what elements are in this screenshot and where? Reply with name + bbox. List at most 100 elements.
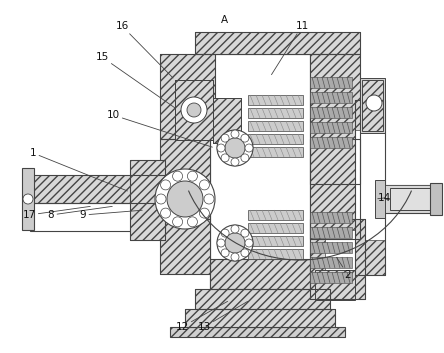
Bar bbox=[248, 134, 303, 144]
Bar bbox=[310, 219, 365, 299]
Bar bbox=[380, 185, 435, 213]
Bar bbox=[210, 259, 310, 289]
Circle shape bbox=[161, 208, 170, 218]
Bar bbox=[195, 32, 360, 54]
Bar bbox=[195, 289, 330, 309]
Circle shape bbox=[167, 181, 203, 217]
Text: 10: 10 bbox=[107, 110, 212, 147]
Text: 13: 13 bbox=[198, 301, 248, 332]
Circle shape bbox=[225, 138, 245, 158]
Circle shape bbox=[241, 229, 249, 237]
Circle shape bbox=[217, 225, 253, 261]
Circle shape bbox=[231, 225, 239, 233]
Bar bbox=[310, 257, 352, 268]
Bar bbox=[22, 168, 34, 230]
Text: 1: 1 bbox=[30, 148, 127, 191]
Text: A: A bbox=[220, 15, 228, 25]
Bar bbox=[362, 80, 383, 131]
Bar bbox=[30, 203, 165, 231]
Bar bbox=[210, 259, 310, 289]
Bar bbox=[375, 180, 385, 218]
Bar bbox=[310, 139, 360, 239]
Bar bbox=[310, 242, 352, 253]
Bar bbox=[380, 185, 435, 199]
Bar bbox=[130, 160, 165, 240]
Text: 15: 15 bbox=[95, 52, 176, 108]
Bar bbox=[390, 188, 440, 210]
Circle shape bbox=[181, 97, 207, 123]
Bar bbox=[160, 54, 215, 139]
Bar bbox=[325, 230, 355, 290]
Bar bbox=[310, 107, 352, 118]
Circle shape bbox=[231, 253, 239, 261]
Text: 2: 2 bbox=[337, 257, 351, 280]
Bar bbox=[310, 219, 365, 299]
Bar bbox=[248, 121, 303, 131]
Circle shape bbox=[161, 180, 170, 190]
Circle shape bbox=[187, 171, 198, 181]
Bar bbox=[310, 139, 360, 239]
Bar bbox=[210, 54, 310, 299]
Bar bbox=[213, 98, 241, 143]
Circle shape bbox=[366, 95, 382, 111]
Bar bbox=[315, 270, 355, 300]
Text: 11: 11 bbox=[271, 21, 309, 74]
Circle shape bbox=[156, 194, 166, 204]
Bar bbox=[160, 54, 215, 139]
Circle shape bbox=[245, 239, 253, 247]
Circle shape bbox=[217, 239, 225, 247]
Circle shape bbox=[221, 154, 229, 162]
Circle shape bbox=[173, 217, 182, 227]
Circle shape bbox=[231, 130, 239, 138]
Circle shape bbox=[221, 249, 229, 257]
Bar bbox=[30, 175, 165, 203]
Bar bbox=[248, 210, 303, 220]
Circle shape bbox=[187, 217, 198, 227]
Text: 17: 17 bbox=[22, 207, 90, 220]
Text: 16: 16 bbox=[115, 21, 173, 78]
Bar bbox=[310, 122, 352, 133]
Bar bbox=[310, 77, 352, 88]
Circle shape bbox=[245, 144, 253, 152]
Bar bbox=[195, 289, 330, 309]
Bar bbox=[355, 100, 385, 275]
Circle shape bbox=[199, 180, 210, 190]
Circle shape bbox=[241, 134, 249, 142]
Bar bbox=[160, 139, 210, 219]
Bar bbox=[310, 212, 352, 223]
Bar bbox=[175, 80, 213, 140]
Text: 12: 12 bbox=[175, 301, 228, 332]
Circle shape bbox=[225, 233, 245, 253]
Circle shape bbox=[241, 249, 249, 257]
Text: 8: 8 bbox=[48, 207, 112, 220]
Circle shape bbox=[187, 103, 201, 117]
Circle shape bbox=[231, 158, 239, 166]
Circle shape bbox=[173, 171, 182, 181]
Bar bbox=[195, 32, 360, 54]
Bar bbox=[310, 137, 352, 148]
Bar bbox=[355, 130, 385, 240]
Bar bbox=[310, 272, 352, 283]
Bar bbox=[248, 147, 303, 157]
Circle shape bbox=[155, 169, 215, 229]
Bar bbox=[30, 175, 165, 203]
Bar bbox=[185, 309, 335, 327]
Circle shape bbox=[217, 144, 225, 152]
Bar bbox=[310, 54, 360, 184]
Bar bbox=[160, 219, 210, 274]
Bar bbox=[310, 92, 352, 103]
Circle shape bbox=[199, 208, 210, 218]
Bar bbox=[248, 223, 303, 233]
Circle shape bbox=[241, 154, 249, 162]
Bar bbox=[360, 78, 385, 133]
Bar bbox=[175, 80, 213, 140]
Bar bbox=[248, 108, 303, 118]
Text: 9: 9 bbox=[79, 210, 142, 220]
Circle shape bbox=[204, 194, 214, 204]
Circle shape bbox=[217, 130, 253, 166]
Bar bbox=[160, 139, 210, 219]
Bar bbox=[248, 95, 303, 105]
Bar bbox=[310, 227, 352, 238]
Circle shape bbox=[23, 194, 33, 204]
Bar bbox=[185, 309, 335, 327]
